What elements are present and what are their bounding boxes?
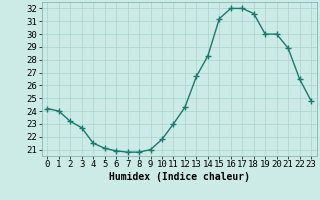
X-axis label: Humidex (Indice chaleur): Humidex (Indice chaleur) (109, 172, 250, 182)
